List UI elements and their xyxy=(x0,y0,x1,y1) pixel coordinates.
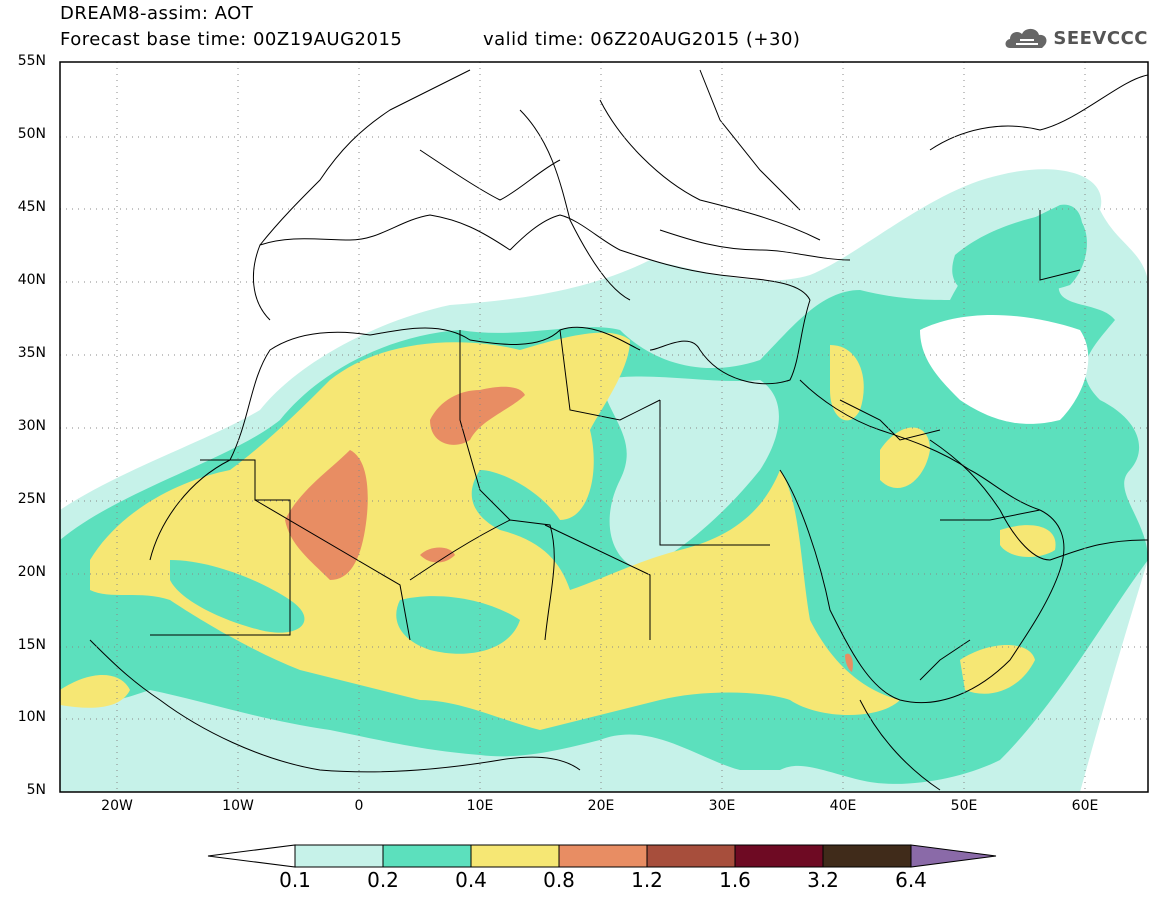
lat-label: 20N xyxy=(17,564,46,580)
graticule xyxy=(60,62,1148,792)
colorbar-label: 6.4 xyxy=(895,868,927,892)
colorbar xyxy=(207,844,997,868)
lat-label: 45N xyxy=(17,199,46,215)
colorbar-label: 0.4 xyxy=(455,868,487,892)
lat-label: 35N xyxy=(17,345,46,361)
cloud-icon xyxy=(1005,28,1047,48)
colorbar-label: 1.2 xyxy=(631,868,663,892)
lon-label: 10W xyxy=(222,798,254,814)
lon-label: 60E xyxy=(1071,798,1099,814)
lat-label: 25N xyxy=(17,491,46,507)
logo-text: SEEVCCC xyxy=(1053,27,1148,49)
lat-label: 50N xyxy=(17,126,46,142)
colorbar-label: 1.6 xyxy=(719,868,751,892)
title-valid-time: valid time: 06Z20AUG2015 (+30) xyxy=(483,29,801,50)
title-base-time: Forecast base time: 00Z19AUG2015 xyxy=(60,29,403,50)
lon-label: 50E xyxy=(950,798,978,814)
lon-label: 20W xyxy=(101,798,133,814)
coastlines xyxy=(89,69,1148,791)
title-line1: DREAM8-assim: AOT xyxy=(60,3,254,24)
colorbar-label: 0.2 xyxy=(367,868,399,892)
lat-label: 55N xyxy=(17,53,46,69)
colorbar-label: 0.8 xyxy=(543,868,575,892)
lat-label: 5N xyxy=(26,782,46,798)
lat-label: 10N xyxy=(17,709,46,725)
map-frame xyxy=(59,61,1149,793)
lat-label: 30N xyxy=(17,418,46,434)
lat-label: 15N xyxy=(17,637,46,653)
lon-label: 10E xyxy=(466,798,494,814)
seevccc-logo: SEEVCCC xyxy=(1002,24,1148,52)
lon-label: 0 xyxy=(354,798,364,814)
lat-label: 40N xyxy=(17,272,46,288)
lon-label: 40E xyxy=(829,798,857,814)
colorbar-label: 0.1 xyxy=(279,868,311,892)
colorbar-label: 3.2 xyxy=(807,868,839,892)
lon-label: 20E xyxy=(587,798,615,814)
lon-label: 30E xyxy=(708,798,736,814)
